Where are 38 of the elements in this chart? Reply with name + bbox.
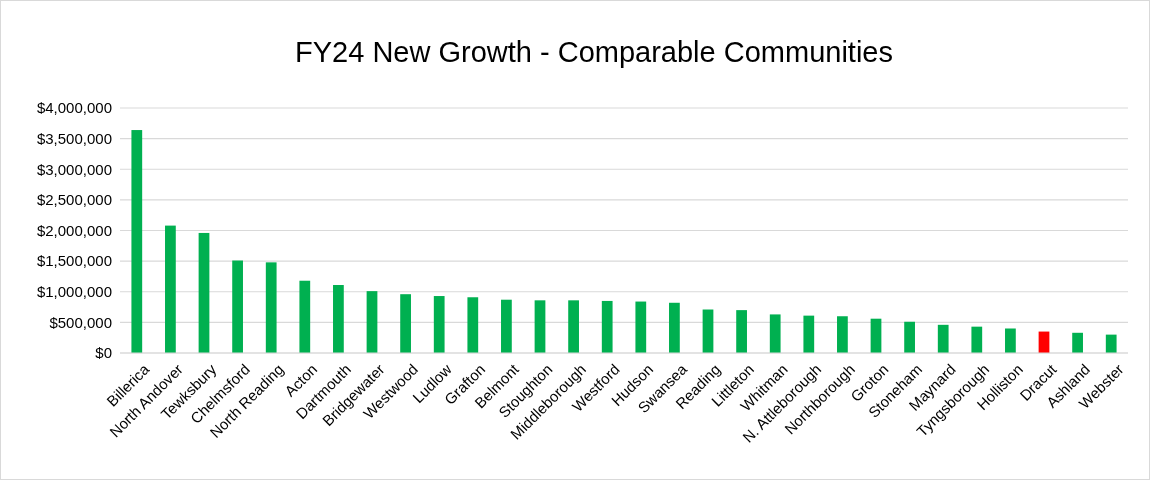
y-tick-label: $4,000,000 xyxy=(36,99,112,117)
bar xyxy=(803,315,815,353)
bar xyxy=(534,300,546,353)
bar xyxy=(1005,328,1016,353)
y-tick-label: $2,000,000 xyxy=(36,221,112,239)
bar xyxy=(198,232,210,353)
y-tick-label: $0 xyxy=(95,344,112,362)
y-tick-label: $1,000,000 xyxy=(36,283,112,300)
bar xyxy=(265,262,277,353)
y-tick-label: $1,500,000 xyxy=(36,252,112,270)
chart-title: FY24 New Growth - Comparable Communities xyxy=(295,36,893,68)
bar xyxy=(937,324,949,353)
bar xyxy=(971,326,983,353)
bar xyxy=(433,296,445,353)
y-tick-label: $3,000,000 xyxy=(36,160,112,178)
bar xyxy=(702,309,714,353)
bar xyxy=(366,291,378,353)
y-tick-label: $2,500,000 xyxy=(36,191,112,209)
bar xyxy=(131,130,143,353)
bar xyxy=(669,302,680,353)
bar xyxy=(400,294,411,353)
bar xyxy=(1072,332,1083,353)
y-tick-label: $500,000 xyxy=(49,313,112,331)
bar xyxy=(601,300,613,353)
bar xyxy=(568,300,579,353)
bar xyxy=(1105,334,1117,353)
bar xyxy=(904,321,915,353)
bar xyxy=(232,260,243,353)
bar xyxy=(837,316,848,353)
bar xyxy=(501,299,512,353)
bar xyxy=(299,280,311,353)
bar xyxy=(333,285,344,353)
bar xyxy=(467,297,479,353)
bar xyxy=(635,301,647,353)
y-tick-label: $3,500,000 xyxy=(36,129,112,147)
bar xyxy=(736,310,747,353)
bar xyxy=(769,314,781,353)
bar xyxy=(165,225,176,353)
